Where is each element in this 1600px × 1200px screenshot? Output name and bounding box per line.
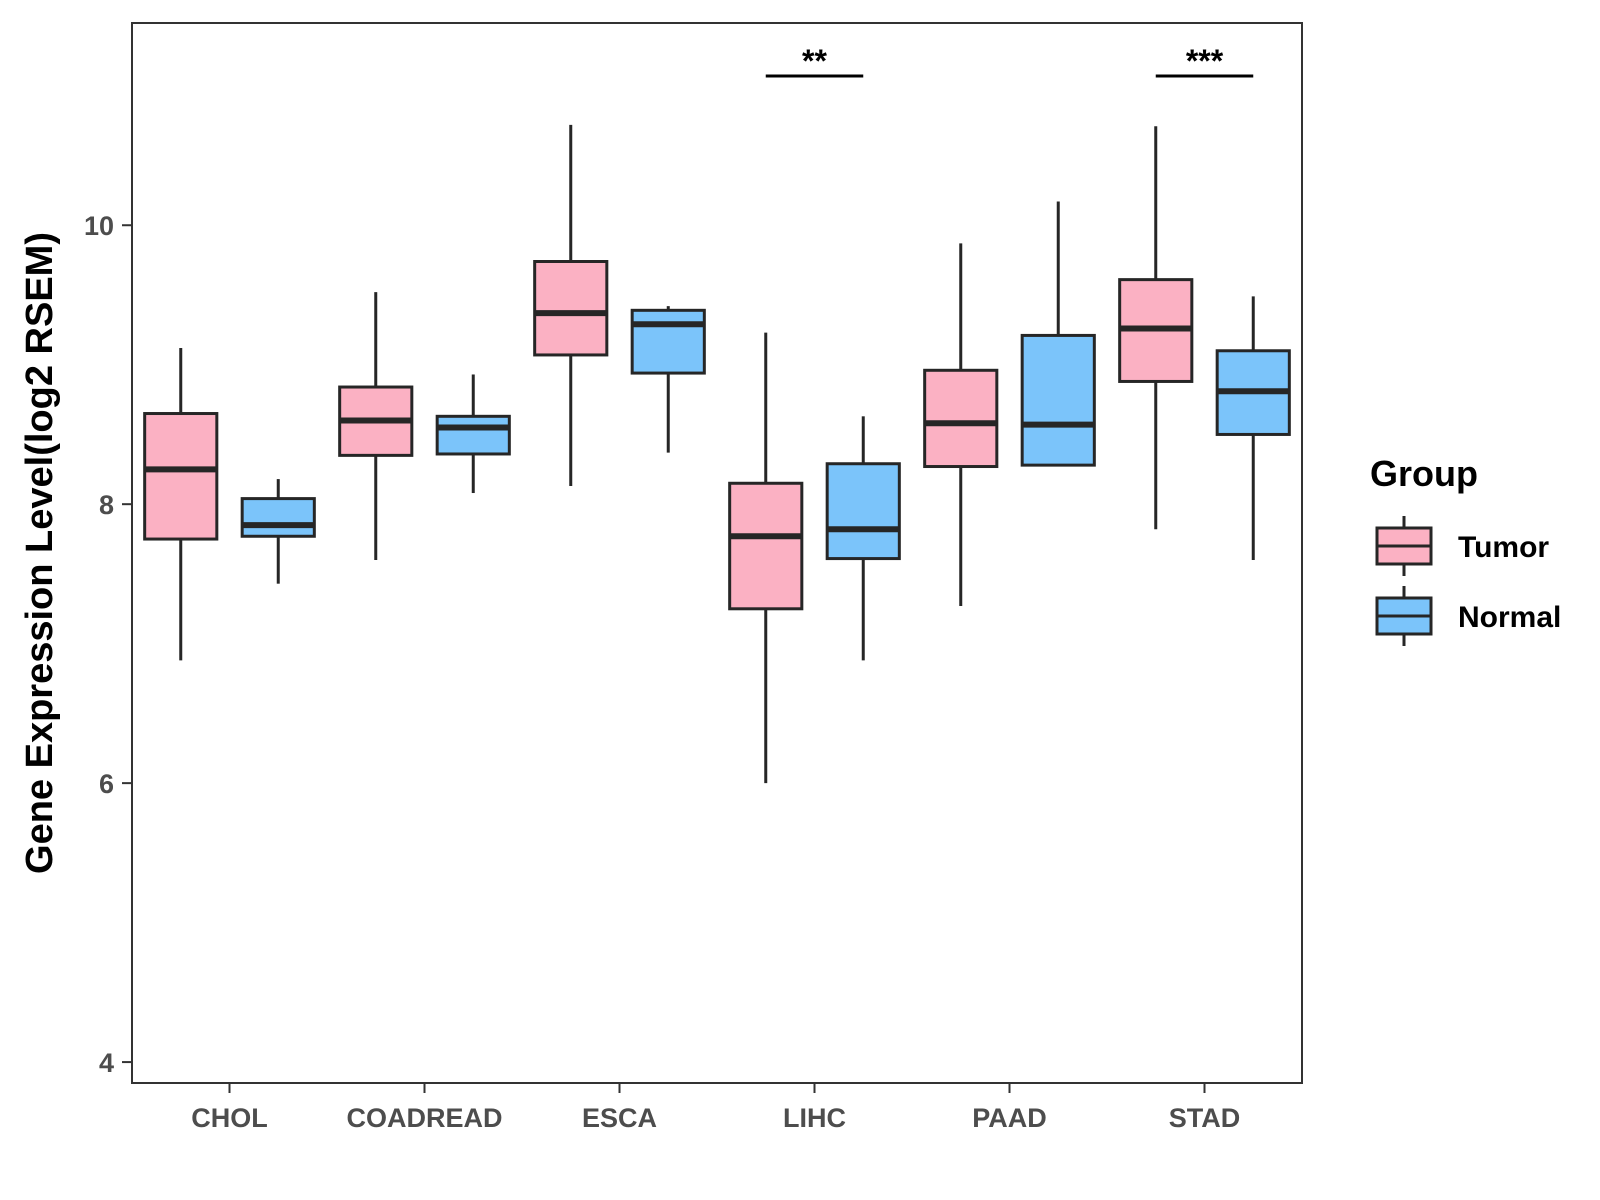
box-tumor-paad — [923, 243, 999, 606]
box-body-normal-coadread — [435, 414, 511, 456]
legend-key-normal — [1375, 586, 1433, 646]
plot-area: ** *** — [143, 43, 1291, 784]
box-body-normal-chol — [240, 497, 316, 538]
significance-label-lihc: ** — [802, 43, 827, 79]
box-normal-coadread — [435, 374, 511, 494]
box-tumor-chol — [143, 347, 219, 661]
box-tumor-lihc — [728, 332, 804, 784]
axes: 4 6 8 10 CHOL COADREAD ESCA LIHC PAAD STAD — [84, 211, 1240, 1133]
box-body-normal-esca — [630, 308, 706, 375]
box-tumor-stad — [1118, 126, 1194, 530]
y-tick-label-10: 10 — [84, 211, 114, 241]
y-tick-label-4: 4 — [99, 1048, 114, 1078]
significance-label-stad: *** — [1186, 43, 1224, 79]
legend-title: Group — [1370, 453, 1478, 494]
plot-panel-border — [131, 22, 1303, 1084]
box-body-tumor-esca — [533, 260, 609, 357]
legend-label-tumor: Tumor — [1458, 531, 1549, 564]
box-body-normal-lihc — [825, 462, 901, 561]
legend: Group Tumor Normal — [1370, 453, 1561, 646]
y-axis-title: Gene Expression Level(log2 RSEM) — [19, 232, 61, 874]
box-body-tumor-paad — [923, 368, 999, 469]
box-normal-stad — [1215, 296, 1291, 560]
y-tick-label-6: 6 — [99, 769, 114, 799]
x-tick-label-chol: CHOL — [191, 1103, 268, 1133]
box-tumor-coadread — [338, 292, 414, 560]
box-tumor-esca — [533, 124, 609, 487]
x-tick-label-stad: STAD — [1169, 1103, 1241, 1133]
box-body-tumor-lihc — [728, 481, 804, 611]
box-body-tumor-chol — [143, 412, 219, 541]
y-tick-label-8: 8 — [99, 490, 114, 520]
x-tick-label-coadread: COADREAD — [346, 1103, 502, 1133]
x-tick-label-lihc: LIHC — [783, 1103, 846, 1133]
box-normal-chol — [240, 479, 316, 584]
x-tick-label-esca: ESCA — [582, 1103, 657, 1133]
box-normal-esca — [630, 306, 706, 453]
legend-key-tumor — [1375, 516, 1433, 576]
legend-label-normal: Normal — [1458, 601, 1561, 634]
box-normal-paad — [1020, 201, 1096, 467]
box-body-normal-paad — [1020, 333, 1096, 467]
x-tick-label-paad: PAAD — [972, 1103, 1047, 1133]
box-normal-lihc — [825, 416, 901, 661]
